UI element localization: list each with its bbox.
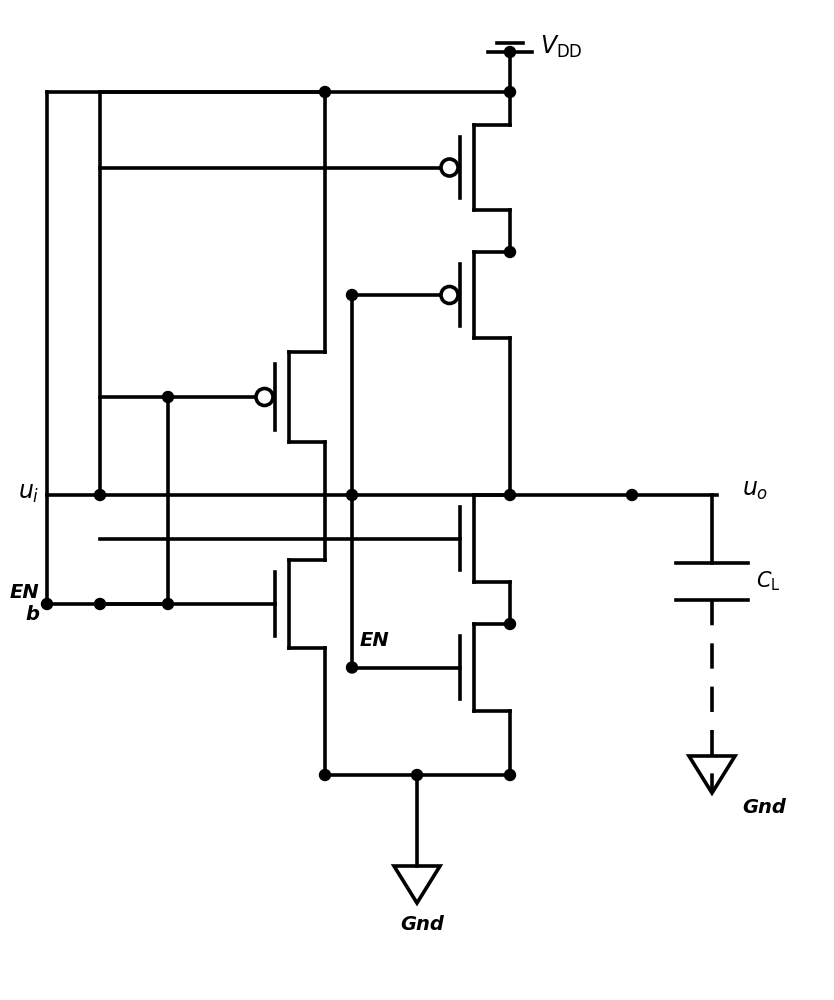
- Circle shape: [505, 618, 515, 630]
- Text: $u_o$: $u_o$: [742, 478, 768, 502]
- Text: EN: EN: [360, 631, 389, 650]
- Circle shape: [346, 489, 358, 500]
- Circle shape: [346, 290, 358, 300]
- Text: $u_i$: $u_i$: [18, 481, 39, 505]
- Circle shape: [505, 87, 515, 98]
- Circle shape: [441, 159, 458, 176]
- Circle shape: [505, 770, 515, 780]
- Circle shape: [626, 489, 637, 500]
- Circle shape: [346, 662, 358, 673]
- Text: Gnd: Gnd: [400, 915, 444, 934]
- Text: Gnd: Gnd: [742, 798, 786, 817]
- Circle shape: [441, 286, 458, 304]
- Circle shape: [94, 489, 105, 500]
- Circle shape: [94, 598, 105, 609]
- Circle shape: [319, 770, 330, 780]
- Circle shape: [319, 87, 330, 98]
- Circle shape: [505, 489, 515, 500]
- Text: EN: EN: [9, 582, 39, 601]
- Circle shape: [42, 598, 53, 609]
- Circle shape: [505, 46, 515, 57]
- Text: b: b: [25, 604, 39, 624]
- Circle shape: [505, 246, 515, 257]
- Circle shape: [163, 598, 173, 609]
- Text: $C_{\rm L}$: $C_{\rm L}$: [756, 570, 781, 593]
- Circle shape: [256, 388, 273, 406]
- Circle shape: [163, 391, 173, 402]
- Circle shape: [411, 770, 423, 780]
- Text: $V_{\rm DD}$: $V_{\rm DD}$: [540, 34, 583, 60]
